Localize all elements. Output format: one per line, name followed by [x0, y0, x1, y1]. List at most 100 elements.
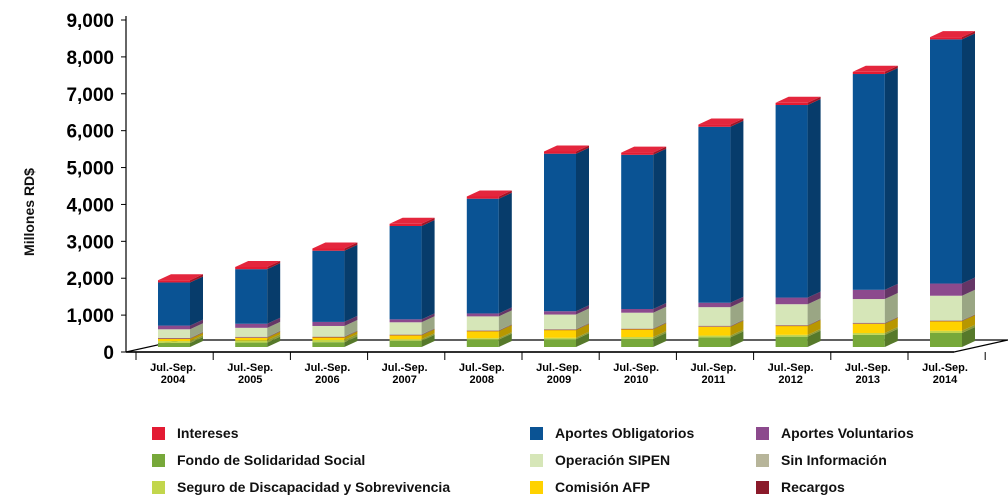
bar-segment-side	[421, 313, 435, 323]
bar-segment	[312, 321, 345, 326]
bar-segment-side	[267, 330, 281, 338]
x-tick-label: 2011	[701, 374, 725, 386]
bar-segment	[312, 342, 345, 347]
bar-segment	[544, 337, 576, 340]
bar-segment	[544, 330, 576, 338]
bar-segment	[621, 337, 654, 339]
bar-segment-side	[344, 336, 358, 347]
y-tick-label: 0	[103, 343, 114, 364]
bar-segment-side	[807, 318, 821, 326]
x-tick-label: Jul.-Sep.	[922, 362, 968, 374]
bar-segment	[930, 283, 962, 296]
bar-segment-side	[498, 325, 512, 339]
y-axis-label: Millones RD$	[21, 168, 37, 256]
bar-segment-side	[730, 320, 744, 336]
bar-segment-side	[267, 260, 281, 270]
x-tick-label: Jul.-Sep.	[459, 362, 505, 374]
legend-swatch	[530, 426, 543, 440]
legend-item: Comisión AFP	[530, 479, 650, 495]
bar-segment-side	[653, 303, 667, 313]
legend-item: Intereses	[152, 425, 238, 441]
y-tick-label: 1,000	[66, 306, 114, 327]
bar-segment	[621, 152, 654, 155]
x-tick-label: 2005	[238, 374, 262, 386]
bar-segment	[158, 325, 190, 330]
bar-stack	[930, 31, 975, 347]
y-tick-label: 6,000	[66, 122, 114, 143]
bar-segment-side	[884, 316, 898, 324]
bar-segment	[312, 337, 345, 338]
bar-segment	[389, 334, 422, 336]
bar-segment	[698, 124, 731, 127]
legend-label: Aportes Voluntarios	[781, 425, 914, 441]
bar-segment-side	[962, 315, 975, 331]
bar-segment-side	[884, 317, 898, 324]
y-tick-label: 4,000	[66, 195, 114, 216]
bar-segment	[235, 340, 268, 343]
bar-segment-side	[962, 324, 975, 333]
bar-stack	[466, 190, 512, 347]
bar-segment-side	[190, 323, 203, 338]
bar-segment-side	[653, 331, 667, 339]
legend-swatch	[756, 453, 769, 467]
legend-item: Aportes Voluntarios	[756, 425, 914, 441]
bar-segment	[235, 327, 268, 337]
bar-segment	[544, 339, 576, 347]
bar-segment	[312, 248, 345, 251]
bar-segment-side	[498, 324, 512, 331]
bar-segment	[852, 334, 885, 347]
bar-segment-side	[344, 331, 358, 338]
bar-segment-side	[884, 326, 898, 335]
bar-segment	[466, 313, 499, 317]
bar-segment	[158, 338, 190, 340]
legend-swatch	[152, 453, 165, 467]
bar-segment-side	[807, 328, 821, 337]
bar-segment	[852, 323, 885, 333]
bar-segment-side	[962, 31, 975, 40]
bar-segment-side	[807, 298, 821, 325]
bar-segment-side	[884, 68, 898, 290]
x-tick-label: 2007	[392, 374, 416, 386]
bar-segment	[852, 74, 885, 290]
bar-segment-side	[498, 310, 512, 331]
bar-segment-side	[730, 301, 744, 326]
bar-segment	[621, 329, 654, 338]
legend-swatch	[756, 480, 769, 494]
bar-top	[312, 242, 358, 249]
bar-segment	[852, 71, 885, 75]
bar-segment-side	[421, 329, 435, 340]
bar-segment-side	[267, 336, 281, 347]
bar-segment-side	[576, 147, 589, 312]
bar-segment	[852, 322, 885, 324]
bar-segment	[698, 326, 731, 336]
bar-segment-side	[730, 331, 744, 347]
bar-segment	[852, 299, 885, 323]
legend-label: Recargos	[781, 479, 845, 495]
bar-segment	[389, 339, 422, 341]
bar-segment-side	[190, 332, 203, 339]
bar-segment	[775, 334, 808, 337]
legend-label: Comisión AFP	[555, 479, 651, 495]
bar-segment-side	[730, 118, 744, 127]
bar-segment	[466, 198, 499, 314]
bar-segment-side	[653, 322, 667, 330]
x-tick-label: Jul.-Sep.	[536, 362, 582, 374]
bar-segment-side	[576, 322, 589, 330]
bar-segment	[235, 269, 268, 324]
bar-segment-side	[730, 329, 744, 338]
bar-segment-side	[190, 335, 203, 343]
bar-segment-side	[344, 330, 358, 338]
bar-segment	[158, 280, 190, 283]
y-tick-label: 5,000	[66, 159, 114, 180]
bar-segment	[775, 102, 808, 106]
bar-segment-side	[730, 120, 744, 303]
bar-segment-side	[962, 314, 975, 321]
bar-segment	[698, 326, 731, 327]
bar-segment	[466, 331, 499, 339]
bar-segment-side	[962, 33, 975, 284]
bar-segment-side	[653, 148, 667, 310]
bar-segment-side	[421, 333, 435, 341]
legend-item: Aportes Obligatorios	[530, 425, 694, 441]
bar-segment	[698, 335, 731, 338]
bar-segment-side	[267, 263, 281, 324]
